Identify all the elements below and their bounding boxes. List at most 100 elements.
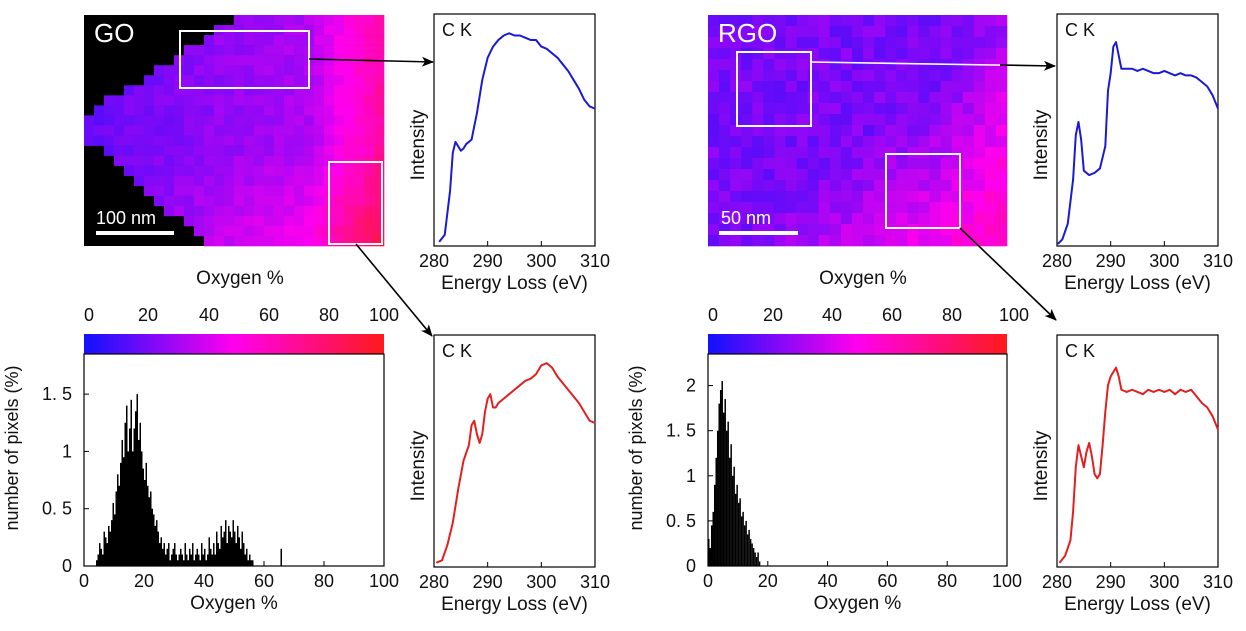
map-pixel [214,105,225,116]
map-pixel [204,145,215,156]
map-pixel [785,92,797,104]
map-pixel [254,85,265,96]
spectrum-point [1088,174,1090,176]
map-pixel [294,225,305,237]
map-pixel [264,115,275,126]
map-pixel [314,15,325,26]
map-pixel [885,202,897,214]
rgo-region-box-low[interactable] [736,51,812,127]
histogram-bar [758,561,761,566]
map-pixel [164,125,175,136]
map-pixel [874,26,886,38]
map-pixel [851,191,864,203]
map-pixel [344,215,355,227]
map-pixel [918,169,930,181]
spectrum-point [1174,74,1176,76]
spectrum-point [567,389,569,391]
map-pixel [224,45,235,56]
map-pixel [354,185,365,197]
histogram-bar [204,548,206,566]
map-pixel [274,75,285,86]
map-pixel [840,191,853,203]
map-pixel [254,95,265,106]
map-pixel [334,195,345,207]
map-pixel [984,191,997,203]
map-pixel [885,114,897,126]
spectrum-point [503,398,505,400]
map-pixel [154,85,165,96]
map-pixel [918,180,930,192]
histogram-bar [734,493,737,566]
histogram-bar [733,466,735,566]
chart-title: C K [442,20,472,40]
map-pixel [324,25,335,36]
map-pixel [763,202,775,214]
map-pixel [807,70,820,82]
histogram-bar [142,468,144,566]
spectrum-point [470,139,473,141]
map-pixel [344,35,355,46]
map-pixel [234,225,245,237]
spectrum-point [1217,429,1219,431]
map-pixel [344,95,355,106]
map-pixel [774,235,786,247]
map-pixel [284,175,295,187]
rgo-region-box-high[interactable] [885,153,961,229]
y-tick-label: 0. 5 [42,499,72,519]
map-pixel [874,213,886,225]
map-pixel [752,26,764,38]
spectrum-point [444,234,446,236]
rgo-colorbar-tick: 100 [999,305,1029,325]
map-pixel [984,48,997,60]
map-pixel [851,81,864,93]
map-pixel [752,48,764,60]
histogram-bar [102,554,104,566]
go-region-box-high[interactable] [328,161,383,245]
map-pixel [752,191,764,203]
spectrum-point [1158,72,1160,74]
map-pixel [951,224,963,236]
map-pixel [929,37,941,49]
map-pixel [829,180,842,192]
spectrum-point [487,398,489,400]
map-pixel [774,81,786,93]
histogram-bar [730,444,732,566]
y-tick-label: 1 [686,466,696,486]
map-pixel [354,175,365,187]
map-pixel [763,158,775,170]
map-pixel [885,70,897,82]
map-pixel [214,55,225,66]
map-pixel [194,195,205,207]
map-pixel [962,125,975,137]
map-pixel [863,114,875,126]
map-pixel [984,180,997,192]
map-pixel [785,180,797,192]
spectrum-point [489,393,491,395]
map-pixel [763,213,775,225]
x-tick-label: 300 [526,251,556,271]
map-pixel [244,135,255,146]
map-pixel [851,26,864,38]
histogram-bar [124,422,126,566]
spectrum-point [1099,167,1101,170]
map-pixel [264,35,275,46]
map-pixel [896,235,908,247]
map-pixel [274,65,285,76]
spectrum-point [1120,389,1122,391]
histogram-bar [117,474,119,566]
map-pixel [719,158,731,170]
map-pixel [344,115,355,126]
map-pixel [796,213,808,225]
map-pixel [785,103,797,115]
spectrum-point [1115,366,1117,369]
map-pixel [204,95,215,106]
map-pixel [194,115,205,126]
map-pixel [134,105,145,116]
map-pixel [184,55,195,66]
map-pixel [284,55,295,66]
map-pixel [796,169,808,181]
map-pixel [174,105,185,116]
map-pixel [730,191,742,203]
map-pixel [214,95,225,106]
